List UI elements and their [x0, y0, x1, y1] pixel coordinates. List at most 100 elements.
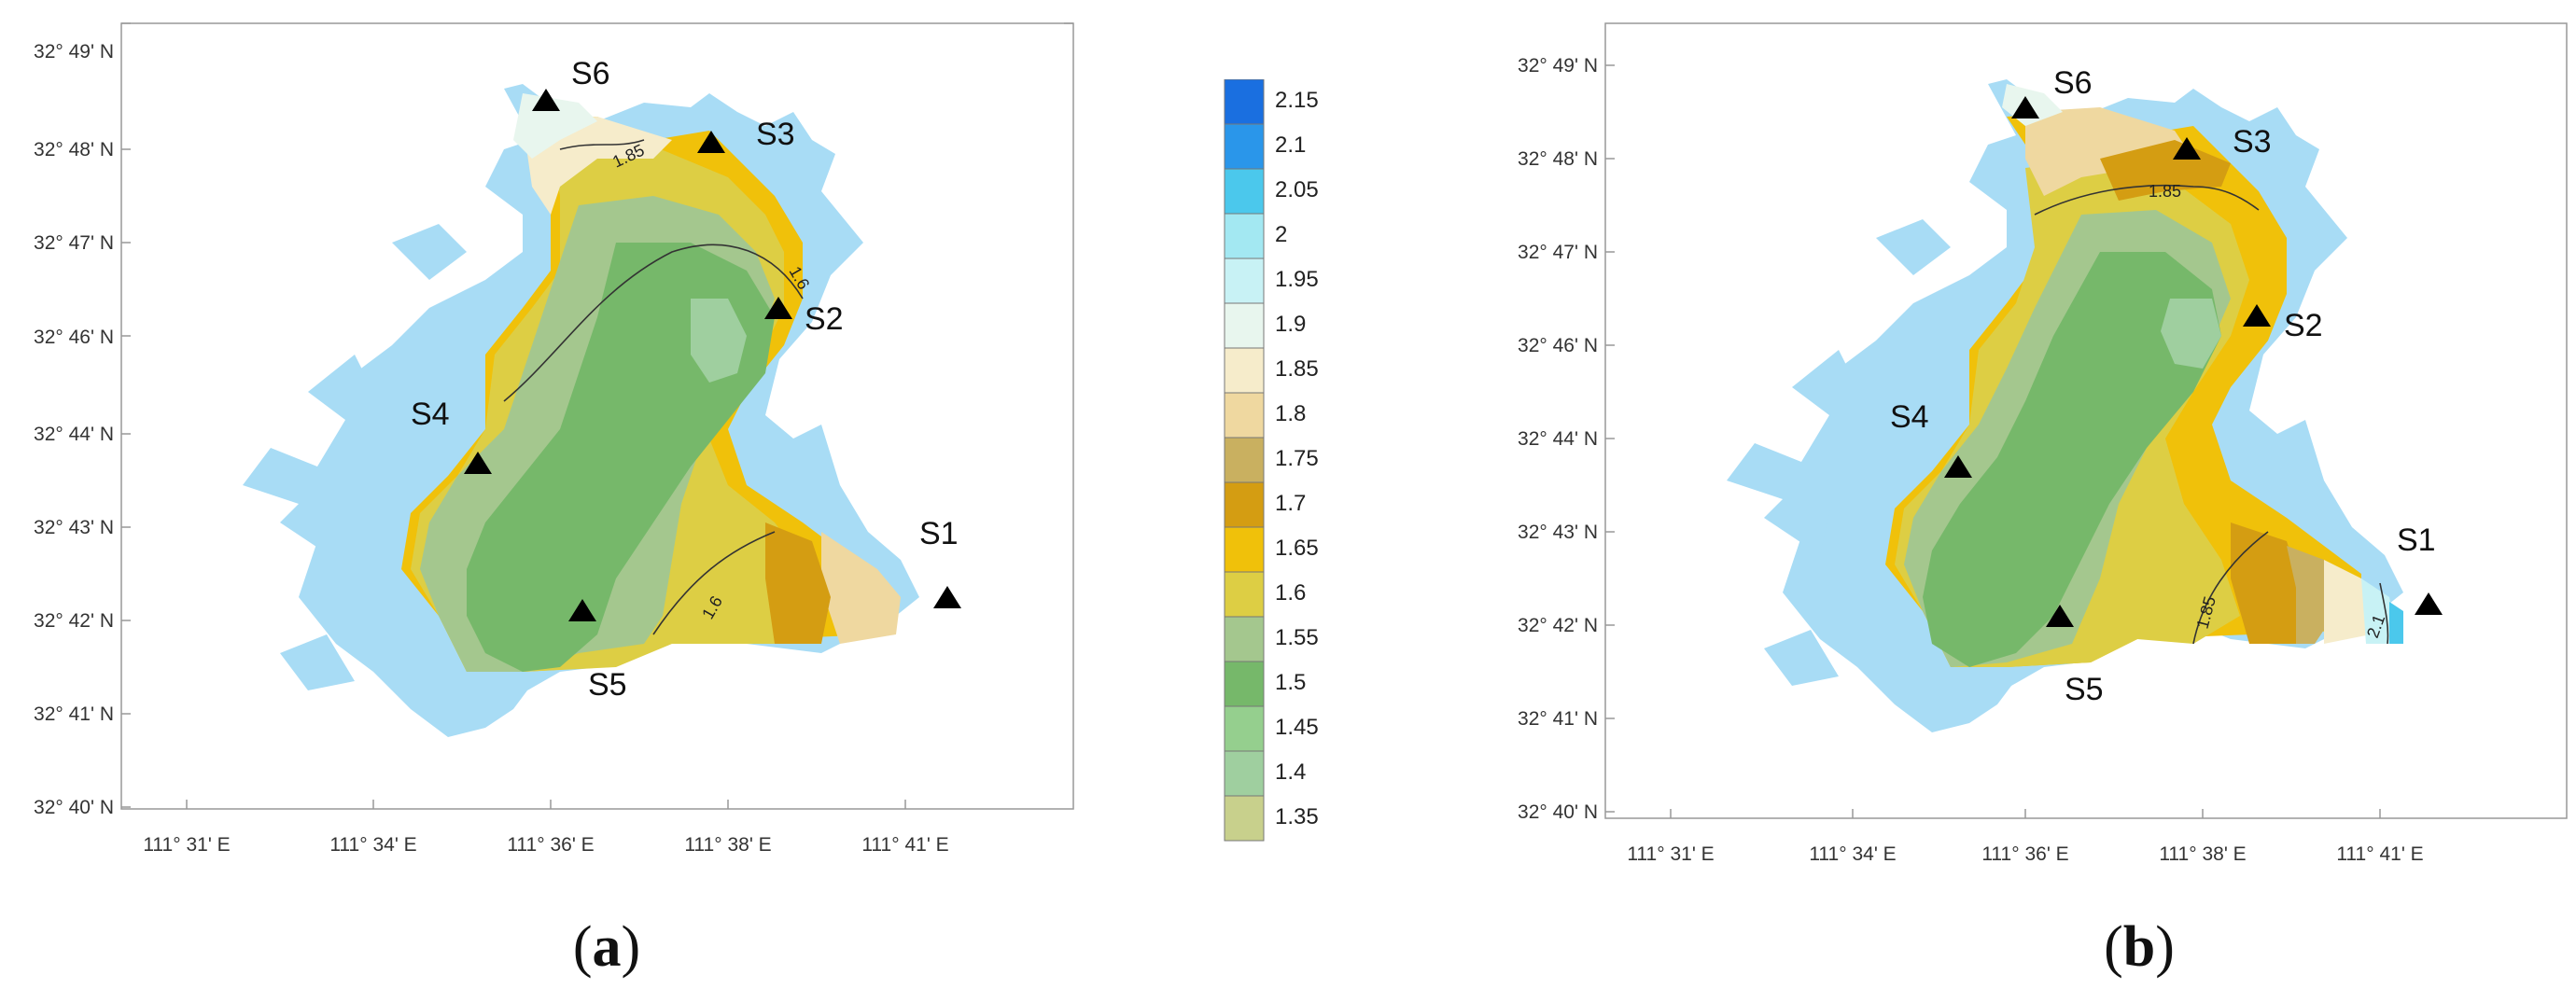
legend-label: 1.95 — [1275, 267, 1319, 292]
isolines-b — [2034, 184, 2389, 645]
site-marker-s1 — [2415, 592, 2443, 615]
site-marker-s3 — [697, 131, 725, 153]
lon-label: 111° 38' E — [684, 834, 771, 856]
caption-a: (a) — [573, 915, 640, 979]
lon-label: 111° 31' E — [143, 834, 230, 856]
legend-swatch — [1224, 750, 1265, 797]
lat-label: 32° 49' N — [1518, 55, 1598, 77]
site-label-s4: S4 — [411, 397, 450, 432]
map-b-ticks — [1605, 64, 2381, 818]
lat-label: 32° 43' N — [34, 517, 114, 538]
map-b-svg: 1.85 1.85 2.1 S1 S2 S3 S4 S5 S6 32° 49' … — [1518, 22, 2568, 979]
isoline-label-b-1: 1.85 — [2149, 182, 2181, 201]
legend-swatch — [1224, 347, 1265, 394]
site-marker-s2 — [2243, 304, 2271, 327]
lon-labels-a: 111° 31' E 111° 34' E 111° 36' E 111° 38… — [143, 834, 948, 856]
legend-label: 1.9 — [1275, 312, 1306, 337]
legend-swatch — [1224, 213, 1265, 259]
site-label-s2: S2 — [2284, 308, 2323, 343]
lat-label: 32° 44' N — [34, 424, 114, 445]
lat-label: 32° 48' N — [34, 139, 114, 160]
site-label-s4: S4 — [1890, 399, 1929, 435]
legend-swatch — [1224, 302, 1265, 349]
legend-label: 1.45 — [1275, 715, 1319, 740]
site-label-s5: S5 — [588, 667, 627, 703]
site-marker-s6 — [532, 89, 560, 111]
lat-label: 32° 47' N — [34, 232, 114, 254]
legend-label: 2.05 — [1275, 177, 1319, 202]
site-marker-s5 — [568, 599, 596, 621]
lon-label: 111° 41' E — [2336, 843, 2423, 865]
contour-fill-b — [1885, 84, 2403, 667]
legend-swatch — [1224, 616, 1265, 662]
legend-label: 1.8 — [1275, 401, 1306, 426]
legend-swatch — [1224, 258, 1265, 304]
lat-label: 32° 47' N — [1518, 242, 1598, 263]
lon-label: 111° 36' E — [1981, 843, 2068, 865]
legend-label: 1.6 — [1275, 580, 1306, 606]
lat-label: 32° 42' N — [1518, 615, 1598, 636]
site-label-s6: S6 — [2053, 65, 2093, 101]
site-marker-s4 — [464, 452, 492, 474]
lat-label: 32° 48' N — [1518, 148, 1598, 170]
legend-swatch — [1224, 705, 1265, 752]
legend-swatch — [1224, 168, 1265, 215]
legend-label: 2 — [1275, 222, 1287, 247]
legend-swatch — [1224, 481, 1265, 528]
lat-labels-b: 32° 49' N 32° 48' N 32° 47' N 32° 46' N … — [1518, 55, 1598, 823]
isolines-a — [503, 139, 804, 635]
lat-label: 32° 46' N — [34, 327, 114, 348]
legend-swatch — [1224, 571, 1265, 618]
site-label-s1: S1 — [919, 516, 959, 551]
lat-label: 32° 43' N — [1518, 522, 1598, 543]
site-markers-b — [1944, 96, 2443, 627]
lat-label: 32° 49' N — [34, 41, 114, 63]
site-marker-s1 — [933, 586, 961, 608]
lat-label: 32° 41' N — [34, 703, 114, 725]
site-marker-s6 — [2011, 96, 2039, 118]
legend-label: 1.75 — [1275, 446, 1319, 471]
site-marker-s4 — [1944, 455, 1972, 478]
site-marker-s3 — [2173, 137, 2201, 160]
site-label-s3: S3 — [2233, 124, 2272, 160]
lat-label: 32° 41' N — [1518, 708, 1598, 730]
site-marker-s5 — [2046, 605, 2074, 627]
legend-label: 1.55 — [1275, 625, 1319, 650]
legend-label: 1.35 — [1275, 804, 1319, 829]
lon-label: 111° 34' E — [329, 834, 416, 856]
map-a-ticks — [121, 22, 1073, 809]
lat-label: 32° 46' N — [1518, 335, 1598, 356]
legend-swatch — [1224, 526, 1265, 573]
site-label-s3: S3 — [756, 117, 795, 152]
legend-swatch — [1224, 123, 1265, 170]
legend-swatch — [1224, 795, 1265, 842]
legend-label: 2.15 — [1275, 88, 1319, 113]
legend-label: 2.1 — [1275, 132, 1306, 158]
map-panel-a: 1.85 1.6 1.6 S1 S2 S3 S4 S5 S6 32° 49' N… — [0, 0, 1139, 998]
site-label-s1: S1 — [2397, 522, 2436, 558]
lon-label: 111° 31' E — [1627, 843, 1714, 865]
lon-label: 111° 41' E — [861, 834, 948, 856]
color-legend: 2.15 2.1 2.05 2 1.95 1.9 1.85 1.8 1.75 1.7 1.65 1.6… — [1223, 78, 1353, 844]
legend-label: 1.7 — [1275, 491, 1306, 516]
legend-label: 1.85 — [1275, 356, 1319, 382]
map-a-svg: 1.85 1.6 1.6 S1 S2 S3 S4 S5 S6 32° 49' N… — [34, 22, 1074, 979]
site-label-s2: S2 — [805, 301, 844, 337]
lat-label: 32° 40' N — [34, 797, 114, 818]
legend-svg: 2.15 2.1 2.05 2 1.95 1.9 1.85 1.8 1.75 1.7 1.65 1.6… — [1224, 78, 1319, 842]
lon-label: 111° 34' E — [1809, 843, 1896, 865]
map-panel-b: 1.85 1.85 2.1 S1 S2 S3 S4 S5 S6 32° 49' … — [1428, 0, 2576, 998]
site-markers-a — [464, 89, 961, 621]
lon-labels-b: 111° 31' E 111° 34' E 111° 36' E 111° 38… — [1627, 843, 2423, 865]
legend-swatch — [1224, 661, 1265, 707]
lon-label: 111° 38' E — [2159, 843, 2246, 865]
lat-label: 32° 42' N — [34, 610, 114, 632]
lat-label: 32° 40' N — [1518, 801, 1598, 823]
site-marker-s2 — [764, 297, 792, 319]
caption-b: (b) — [2104, 915, 2175, 979]
legend-label: 1.5 — [1275, 670, 1306, 695]
legend-swatch — [1224, 392, 1265, 439]
lat-labels-a: 32° 49' N 32° 48' N 32° 47' N 32° 46' N … — [34, 41, 114, 818]
legend-label: 1.4 — [1275, 759, 1306, 785]
site-label-s6: S6 — [571, 56, 610, 91]
